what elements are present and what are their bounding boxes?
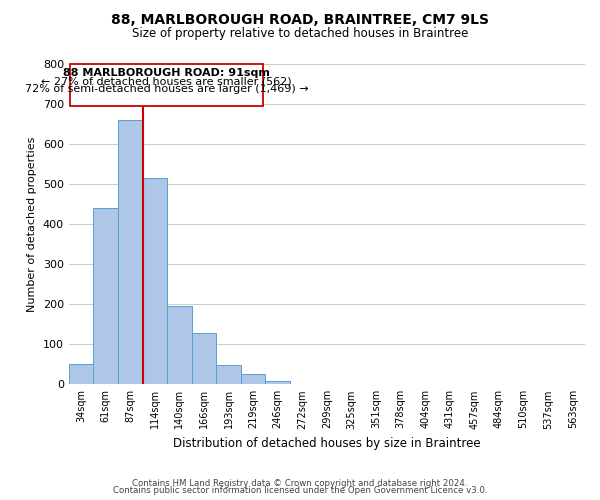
Text: 72% of semi-detached houses are larger (1,469) →: 72% of semi-detached houses are larger (… bbox=[25, 84, 308, 94]
Text: ← 27% of detached houses are smaller (562): ← 27% of detached houses are smaller (56… bbox=[41, 76, 292, 86]
Text: 88, MARLBOROUGH ROAD, BRAINTREE, CM7 9LS: 88, MARLBOROUGH ROAD, BRAINTREE, CM7 9LS bbox=[111, 12, 489, 26]
Bar bbox=[94, 208, 118, 384]
Bar bbox=[265, 381, 290, 384]
Y-axis label: Number of detached properties: Number of detached properties bbox=[27, 136, 37, 312]
Bar bbox=[118, 120, 143, 384]
Text: 88 MARLBOROUGH ROAD: 91sqm: 88 MARLBOROUGH ROAD: 91sqm bbox=[63, 68, 270, 78]
X-axis label: Distribution of detached houses by size in Braintree: Distribution of detached houses by size … bbox=[173, 437, 481, 450]
FancyBboxPatch shape bbox=[70, 64, 263, 106]
Bar bbox=[241, 374, 265, 384]
Text: Contains public sector information licensed under the Open Government Licence v3: Contains public sector information licen… bbox=[113, 486, 487, 495]
Text: Size of property relative to detached houses in Braintree: Size of property relative to detached ho… bbox=[132, 28, 468, 40]
Bar bbox=[167, 306, 192, 384]
Bar bbox=[192, 334, 216, 384]
Text: Contains HM Land Registry data © Crown copyright and database right 2024.: Contains HM Land Registry data © Crown c… bbox=[132, 478, 468, 488]
Bar bbox=[216, 364, 241, 384]
Bar bbox=[69, 364, 94, 384]
Bar bbox=[143, 178, 167, 384]
